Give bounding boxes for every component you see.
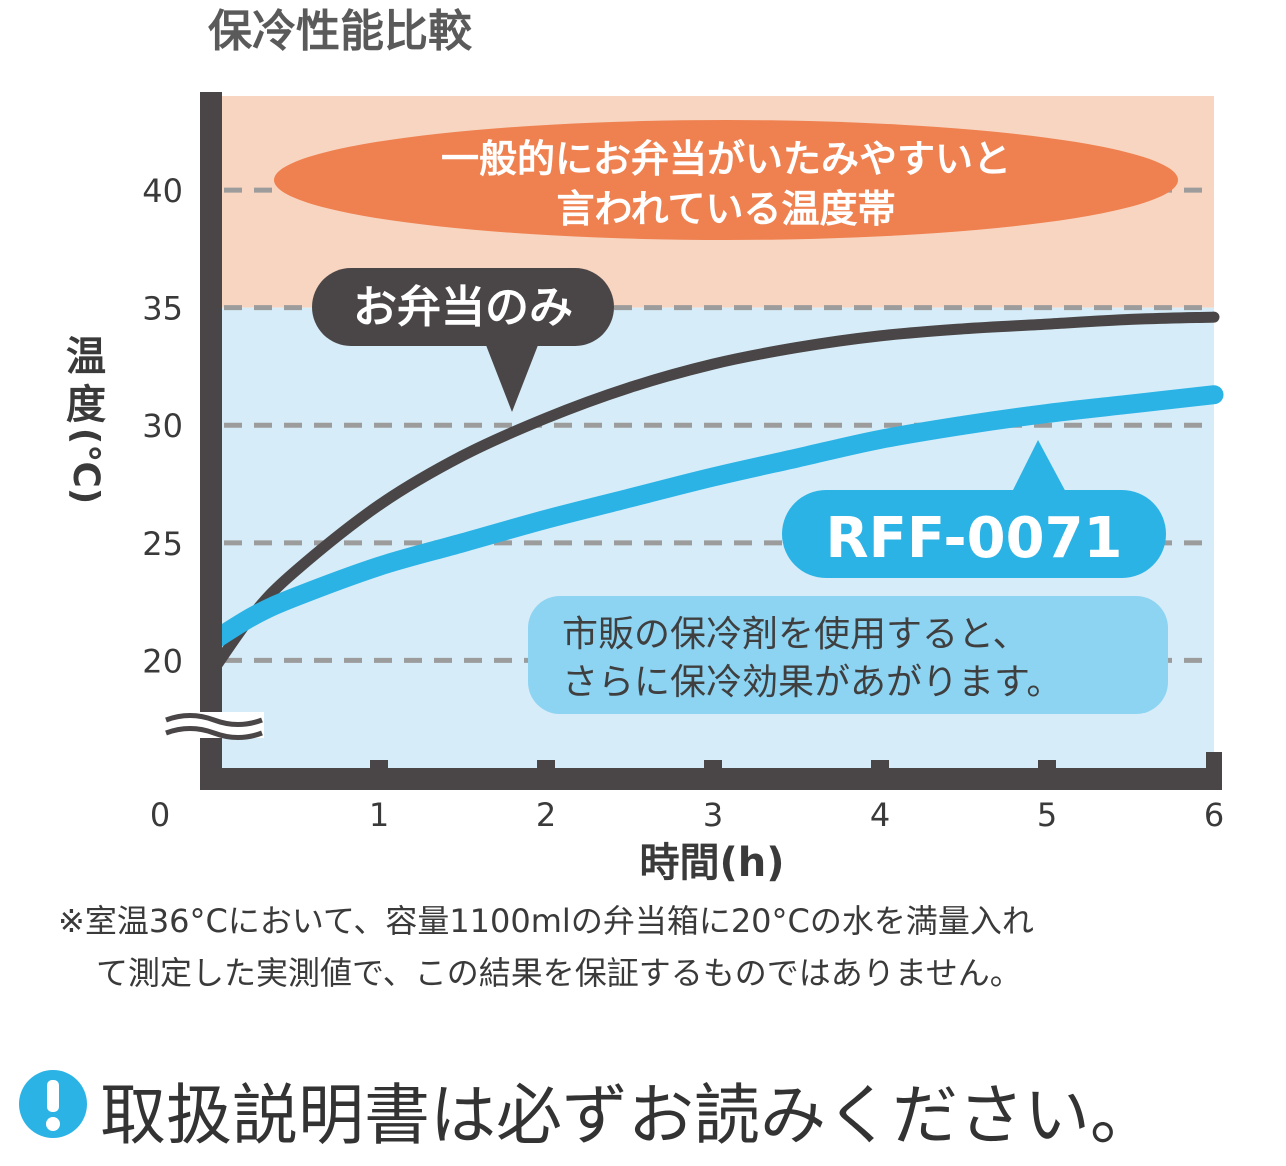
y-tick-label-35: 35 <box>142 290 183 328</box>
hot-zone-label-line-1: 一般的にお弁当がいたみやすいと <box>441 137 1011 181</box>
x-tick-mark-4 <box>871 760 889 770</box>
chart-title: 保冷性能比較 <box>208 6 473 57</box>
series-line-rff-0071 <box>202 385 1224 652</box>
footnote-line-1: ※室温36°Cにおいて、容量1100mlの弁当箱に20°Cの水を満量入れ <box>58 902 1034 940</box>
bento-only-callout-pointer <box>484 340 540 412</box>
axis-break-wave-bottom <box>165 726 263 740</box>
cooling-tip-box <box>528 596 1168 714</box>
cooling-tip-line-2: さらに保冷効果があがります。 <box>562 662 1062 703</box>
exclamation-mark-stem <box>47 1080 59 1112</box>
hot-zone-label-line-2: 言われている温度帯 <box>557 187 896 231</box>
y-axis-line <box>200 92 222 790</box>
read-manual-notice: 取扱説明書は必ずお読みください。 <box>100 1077 1156 1154</box>
x-axis-line <box>200 768 1222 790</box>
cooling-tip-line-1: 市販の保冷剤を使用すると、 <box>562 614 1029 655</box>
y-tick-label-20: 20 <box>142 642 183 680</box>
rff-0071-callout-pointer <box>1010 440 1068 496</box>
bento-only-callout-bubble <box>312 268 614 346</box>
x-tick-label-6: 6 <box>1204 796 1224 834</box>
y-tick-label-30: 30 <box>142 407 183 445</box>
exclamation-circle-icon <box>19 1070 87 1138</box>
rff-0071-callout-label: RFF-0071 <box>825 506 1122 571</box>
x-tick-label-2: 2 <box>536 796 556 834</box>
rff-0071-callout-bubble <box>782 490 1166 578</box>
y-tick-label-40: 40 <box>142 172 183 210</box>
axis-break-marker <box>164 712 264 740</box>
exclamation-mark-dot <box>46 1117 60 1131</box>
x-tick-label-5: 5 <box>1037 796 1057 834</box>
footnote-line-2: て測定した実測値で、この結果を保証するものではありません。 <box>96 954 1022 992</box>
y-axis-label-char-2: 度 <box>66 382 106 428</box>
x-tick-label-3: 3 <box>703 796 723 834</box>
y-axis-label-unit: (℃) <box>65 428 106 505</box>
x-axis-end-cap <box>1206 752 1222 772</box>
x-tick-label-0: 0 <box>150 796 170 834</box>
y-tick-label-25: 25 <box>142 525 183 563</box>
series-line-bento-only <box>206 311 1220 678</box>
bento-only-callout-label: お弁当のみ <box>353 282 573 333</box>
x-tick-mark-2 <box>537 760 555 770</box>
x-tick-mark-5 <box>1038 760 1056 770</box>
x-axis-label: 時間(h) <box>639 840 784 886</box>
x-tick-label-1: 1 <box>369 796 389 834</box>
axis-break-wave-top <box>165 713 263 727</box>
hot-zone-label-background <box>274 120 1178 240</box>
x-tick-mark-3 <box>704 760 722 770</box>
x-tick-label-4: 4 <box>870 796 890 834</box>
x-tick-mark-1 <box>370 760 388 770</box>
y-axis-label-char-1: 温 <box>66 334 106 380</box>
